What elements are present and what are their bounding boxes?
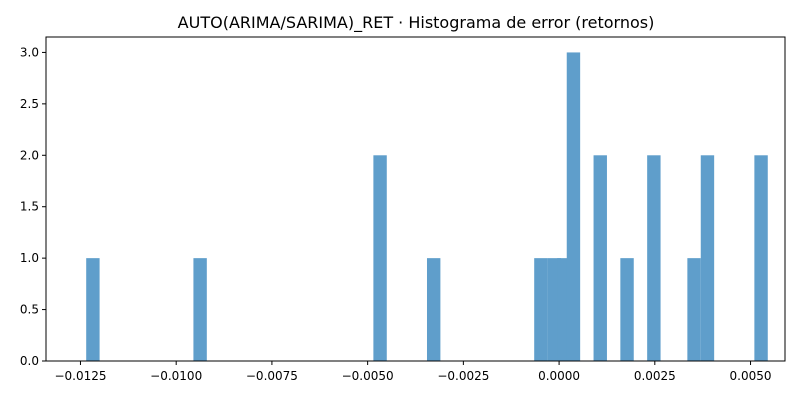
y-tick-label-6: 3.0 [20, 45, 39, 59]
histogram-bar-9 [620, 258, 634, 361]
y-tick-label-2: 1.0 [20, 251, 39, 265]
histogram-bar-10 [647, 155, 661, 361]
histogram-bar-13 [754, 155, 768, 361]
x-axis: −0.0125 −0.0100 −0.0075 −0.0050 −0.0025 0.000… [54, 361, 772, 383]
histogram-bar-1 [193, 258, 207, 361]
x-tick-label-3: −0.0050 [342, 369, 394, 383]
y-tick-label-0: 0.0 [20, 354, 39, 368]
plot-frame [45, 36, 786, 362]
x-tick-label-5: 0.0000 [538, 369, 580, 383]
y-tick-label-4: 2.0 [20, 148, 39, 162]
y-tick-label-3: 1.5 [20, 200, 39, 214]
histogram-bar-3 [426, 258, 441, 361]
y-tick-label-1: 0.5 [20, 303, 39, 317]
x-tick-label-6: 0.0025 [634, 369, 676, 383]
x-tick-label-0: −0.0125 [54, 369, 106, 383]
bars-layer [86, 52, 768, 362]
histogram-bar-7 [566, 52, 581, 362]
y-tick-label-5: 2.5 [20, 97, 39, 111]
histogram-bar-12 [700, 155, 715, 361]
x-tick-label-7: 0.0050 [730, 369, 772, 383]
histogram-bar-11 [687, 258, 701, 361]
y-axis: 0.0 0.5 1.0 1.5 2.0 2.5 3.0 [20, 45, 46, 368]
histogram-bar-8 [593, 155, 607, 361]
histogram-bar-4 [534, 258, 548, 361]
histogram-bar-2 [373, 155, 387, 361]
histogram-bar-0 [86, 258, 100, 361]
x-tick-label-2: −0.0075 [246, 369, 298, 383]
x-tick-label-4: −0.0025 [437, 369, 489, 383]
x-tick-label-1: −0.0100 [150, 369, 202, 383]
chart-title: AUTO(ARIMA/SARIMA)_RET · Histograma de e… [178, 13, 655, 33]
